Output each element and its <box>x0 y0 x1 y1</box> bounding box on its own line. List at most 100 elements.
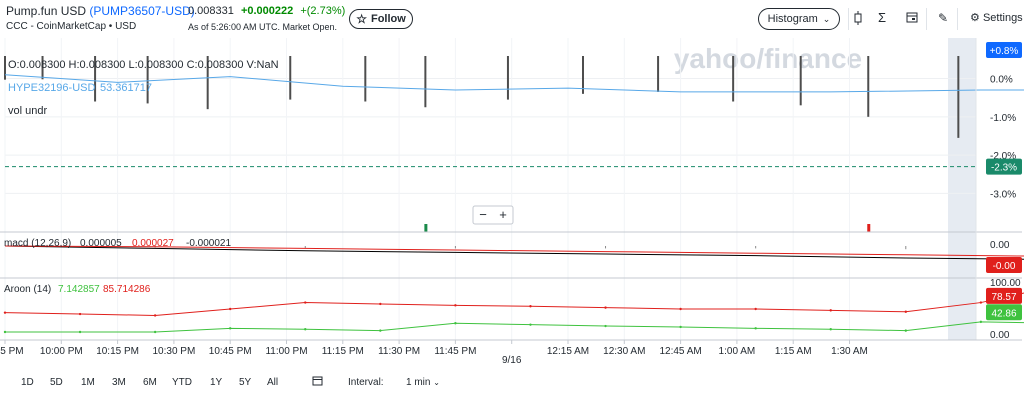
volume-marker <box>867 224 871 232</box>
as-of-timestamp: As of 5:26:00 AM UTC. Market Open. <box>188 22 338 32</box>
macd-signal-line <box>4 245 1024 257</box>
instrument-name: Pump.fun USD <box>6 4 87 18</box>
macd-badge-label: -0.00 <box>993 261 1016 272</box>
compare-value-label: 53.361717 <box>100 82 152 94</box>
range-5y[interactable]: 5Y <box>239 377 252 388</box>
aroon-up-value: 7.142857 <box>58 284 100 295</box>
x-axis-tick-label: 11:00 PM <box>265 346 307 357</box>
range-5d[interactable]: 5D <box>50 377 63 388</box>
volume-label: vol undr <box>8 105 47 117</box>
chart-area[interactable]: yahoo/finance 0.0% -1.0% -2.0% -3.0% +0.8% -2.… <box>0 38 1024 368</box>
follow-button[interactable]: ☆ Follow <box>349 9 413 29</box>
range-ytd[interactable]: YTD <box>172 377 192 388</box>
range-6m[interactable]: 6M <box>143 377 157 388</box>
gear-icon: ⚙ <box>970 12 980 24</box>
chevron-down-icon: ⌄ <box>822 13 831 24</box>
aroon-up-badge-label: 42.86 <box>991 308 1016 319</box>
compare-series-line <box>4 74 1024 93</box>
aroon-up-point <box>454 322 457 325</box>
main-y-tick-label: -2.0% <box>990 151 1016 162</box>
x-axis-tick-label: 10:30 PM <box>152 346 195 357</box>
aroon-up-point <box>229 327 232 330</box>
aroon-up-point <box>904 329 907 332</box>
interval-dropdown[interactable]: 1 min ⌄ <box>406 377 440 388</box>
instrument-symbol[interactable]: (PUMP36507-USD) <box>89 4 195 18</box>
x-axis-tick-label: 11:30 PM <box>378 346 420 357</box>
aroon-down-badge-label: 78.57 <box>991 292 1016 303</box>
x-axis-tick-label: 12:45 AM <box>659 346 701 357</box>
aroon-down-line <box>4 292 1024 316</box>
aroon-down-point <box>529 305 532 308</box>
toolbar-divider <box>926 8 927 30</box>
sigma-icon[interactable]: Σ <box>878 10 887 25</box>
toolbar-divider <box>957 8 958 30</box>
range-1d[interactable]: 1D <box>21 377 34 388</box>
yahoo-finance-watermark: yahoo/finance <box>674 43 862 74</box>
future-region <box>948 38 976 340</box>
interval-value: 1 min <box>406 377 431 388</box>
x-axis-tick-label: 1:00 AM <box>719 346 756 357</box>
x-axis-tick-label: 9:45 PM <box>0 346 24 357</box>
aroon-up-point <box>304 328 307 331</box>
aroon-up-point <box>754 327 757 330</box>
instrument-title: Pump.fun USD (PUMP36507-USD) <box>6 4 195 18</box>
aroon-down-point <box>904 310 907 313</box>
aroon-down-point <box>454 304 457 307</box>
range-1y[interactable]: 1Y <box>210 377 223 388</box>
x-axis-tick-label: 12:30 AM <box>603 346 645 357</box>
x-axis-tick-label: 1:30 AM <box>831 346 868 357</box>
settings-button[interactable]: ⚙ Settings <box>970 11 1023 24</box>
chart-type-label: Histogram <box>767 13 818 25</box>
current-level-badge-label: -2.3% <box>991 163 1017 174</box>
range-3m[interactable]: 3M <box>112 377 126 388</box>
price-change: +0.000222 <box>240 5 294 17</box>
x-axis-tick-label: 1:15 AM <box>775 346 812 357</box>
aroon-up-point <box>979 320 983 324</box>
ohlc-readout: O:0.008300 H:0.008300 L:0.008300 C:0.008… <box>8 59 279 71</box>
range-all[interactable]: All <box>267 377 279 388</box>
calendar-icon[interactable] <box>906 11 918 26</box>
price-line: 0.008331 +0.000222 +(2.73%) <box>188 5 345 17</box>
aroon-up-point <box>379 329 382 332</box>
chevron-down-icon: ⌄ <box>433 378 440 387</box>
zoom-out-button: − <box>479 207 487 222</box>
aroon-down-point <box>153 314 157 317</box>
macd-badge <box>986 257 1022 273</box>
macd-label: macd (12,26,9) <box>4 238 71 249</box>
x-axis-date-label: 9/16 <box>502 355 522 366</box>
aroon-y-tick-label: 0.00 <box>990 330 1010 341</box>
x-axis-tick-label: 10:15 PM <box>96 346 139 357</box>
x-axis-tick-label: 10:00 PM <box>40 346 83 357</box>
aroon-up-point <box>679 325 682 329</box>
aroon-down-value: 85.714286 <box>103 284 151 295</box>
x-axis-tick-label: 10:45 PM <box>209 346 252 357</box>
x-axis-tick-label: 11:15 PM <box>322 346 364 357</box>
date-range-calendar-icon[interactable] <box>312 375 323 389</box>
macd-y-tick-label: 0.00 <box>990 240 1010 251</box>
aroon-up-point <box>78 330 82 334</box>
aroon-down-point <box>979 301 983 304</box>
aroon-up-line <box>5 321 1024 333</box>
main-y-tick-label: -1.0% <box>990 113 1016 124</box>
aroon-down-point <box>229 307 232 311</box>
aroon-down-point <box>829 309 832 312</box>
x-axis-tick-label: 12:15 AM <box>547 346 589 357</box>
aroon-up-point <box>529 323 532 326</box>
chart-svg[interactable]: yahoo/finance 0.0% -1.0% -2.0% -3.0% +0.8% -2.… <box>0 38 1024 368</box>
chart-type-dropdown[interactable]: Histogram ⌄ <box>758 8 840 30</box>
x-axis-tick-label: 11:45 PM <box>434 346 476 357</box>
aroon-down-point <box>78 312 82 316</box>
pencil-icon[interactable]: ✎ <box>938 11 949 25</box>
range-1m[interactable]: 1M <box>81 377 95 388</box>
aroon-down-point <box>679 307 682 311</box>
macd-hist-value: -0.000021 <box>186 238 231 249</box>
aroon-up-badge <box>986 304 1022 321</box>
toolbar-divider <box>848 8 849 30</box>
price-change-pct: +(2.73%) <box>300 5 346 17</box>
aroon-down-point <box>604 306 607 309</box>
aroon-up-point <box>153 330 157 334</box>
aroon-y-tick-label: 100.00 <box>990 278 1021 289</box>
range-bar: 1D 5D 1M 3M 6M YTD 1Y 5Y All Interval: 1… <box>0 368 1024 400</box>
main-y-tick-label: -3.0% <box>990 189 1016 200</box>
candle-icon[interactable] <box>853 11 863 28</box>
